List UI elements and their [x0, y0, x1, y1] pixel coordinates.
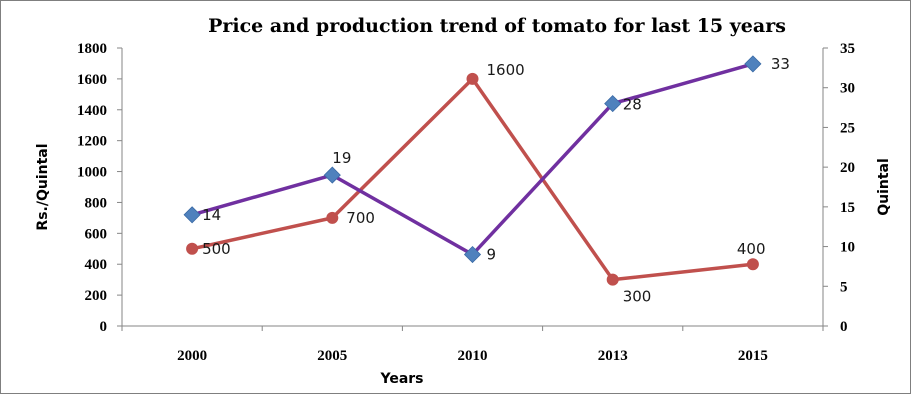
x-axis-label: Years: [379, 371, 423, 387]
data-label: 400: [737, 240, 766, 258]
x-tick-label: 2015: [738, 348, 768, 364]
chart-title: Price and production trend of tomato for…: [208, 15, 786, 37]
y2-axis-label: Quintal: [876, 158, 892, 216]
data-point: [326, 211, 339, 224]
data-point: [746, 258, 759, 271]
data-label: 33: [771, 55, 790, 73]
y-tick-label: 200: [85, 288, 108, 304]
x-tick-label: 2010: [458, 348, 488, 364]
data-point: [744, 55, 762, 73]
data-label: 700: [346, 209, 375, 227]
data-point: [186, 242, 199, 255]
data-point: [463, 245, 482, 264]
y2-tick-label: 35: [840, 41, 855, 57]
y-tick-label: 600: [85, 226, 108, 242]
data-label: 500: [202, 240, 231, 258]
data-label: 28: [623, 96, 642, 114]
data-label: 1600: [487, 61, 525, 79]
y2-tick-label: 20: [840, 160, 855, 176]
y-tick-label: 1600: [77, 72, 107, 88]
y2-tick-label: 25: [840, 120, 855, 136]
data-label: 300: [623, 288, 652, 306]
data-label: 19: [332, 149, 351, 167]
y2-tick-label: 10: [840, 240, 855, 256]
y-tick-label: 1000: [77, 165, 107, 181]
y-tick-label: 1200: [77, 134, 107, 150]
data-point: [604, 95, 622, 113]
y-tick-label: 400: [85, 257, 108, 273]
x-tick-label: 2013: [598, 348, 628, 364]
y2-tick-label: 30: [840, 81, 855, 97]
data-point: [606, 273, 619, 286]
y-tick-label: 1400: [77, 103, 107, 119]
y-tick-label: 0: [100, 319, 108, 335]
y-tick-label: 1800: [77, 41, 107, 57]
y-axis-label: Rs./Quintal: [35, 143, 51, 230]
x-tick-label: 2000: [177, 348, 207, 364]
y-tick-label: 800: [85, 195, 108, 211]
x-tick-label: 2005: [317, 348, 347, 364]
data-label: 9: [487, 246, 497, 264]
y2-tick-label: 0: [840, 319, 848, 335]
y2-tick-label: 5: [840, 279, 848, 295]
y2-tick-label: 15: [840, 200, 855, 216]
data-point: [323, 166, 341, 184]
data-point: [183, 206, 201, 224]
plot-area: 0 200 400 600 800 1000 1200 1400 1600 1800 0 5 10 15 2…: [77, 41, 855, 364]
data-point: [466, 72, 479, 85]
series-line-production: [191, 62, 754, 257]
data-label: 14: [202, 206, 221, 224]
